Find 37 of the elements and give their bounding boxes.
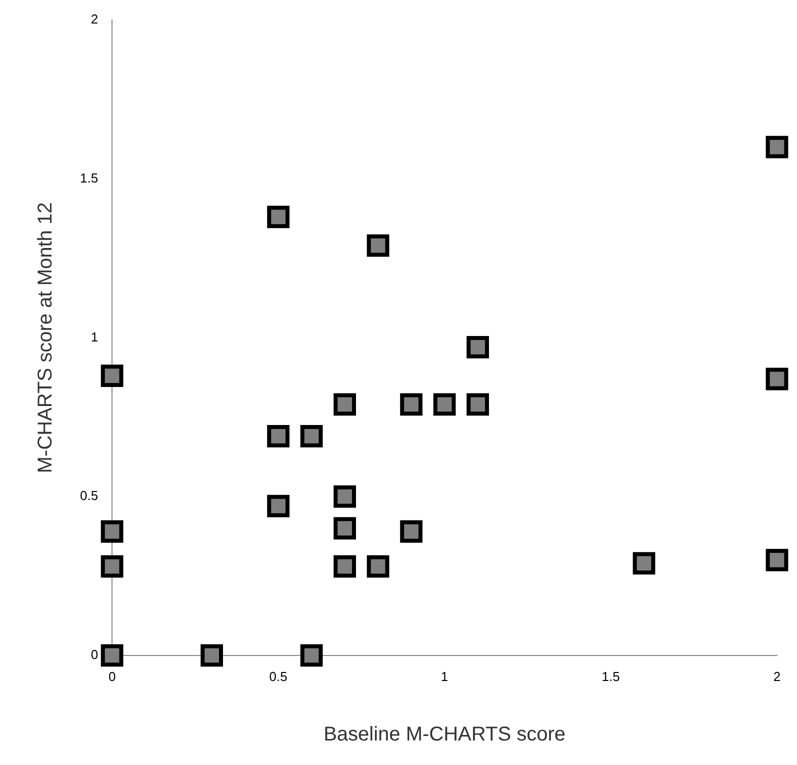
point xyxy=(100,364,124,388)
point xyxy=(334,517,356,540)
point xyxy=(766,136,788,158)
x-tick-label: 1.5 xyxy=(602,668,620,684)
point xyxy=(334,555,356,578)
point xyxy=(466,336,489,358)
point xyxy=(100,555,124,578)
x-tick-label: 1 xyxy=(440,668,448,684)
point xyxy=(334,485,356,508)
x-tick-label: 0.5 xyxy=(269,668,288,684)
x-tick-label: 0 xyxy=(108,668,116,684)
x-axis-title: Baseline M-CHARTS score xyxy=(324,724,566,746)
point xyxy=(334,393,356,416)
point xyxy=(200,644,224,667)
point xyxy=(400,393,422,416)
point xyxy=(400,520,422,543)
y-tick-label: 1 xyxy=(90,329,98,344)
point xyxy=(366,234,390,257)
point xyxy=(267,424,290,448)
point xyxy=(466,393,489,416)
point xyxy=(100,644,124,667)
y-tick-label: 0 xyxy=(90,646,98,662)
y-tick-label: 2 xyxy=(90,12,98,27)
point xyxy=(100,520,124,543)
point xyxy=(366,555,390,578)
y-tick-label: 0.5 xyxy=(80,488,98,504)
x-tick-label: 2 xyxy=(773,668,781,684)
point xyxy=(267,206,290,228)
y-axis-title: M-CHARTS score at Month 12 xyxy=(34,202,57,474)
point xyxy=(300,644,323,667)
y-tick-label: 1.5 xyxy=(80,170,98,186)
point xyxy=(766,548,788,572)
point xyxy=(632,552,656,574)
point xyxy=(766,368,788,390)
point xyxy=(267,494,290,518)
point xyxy=(300,424,323,448)
point xyxy=(433,393,456,416)
